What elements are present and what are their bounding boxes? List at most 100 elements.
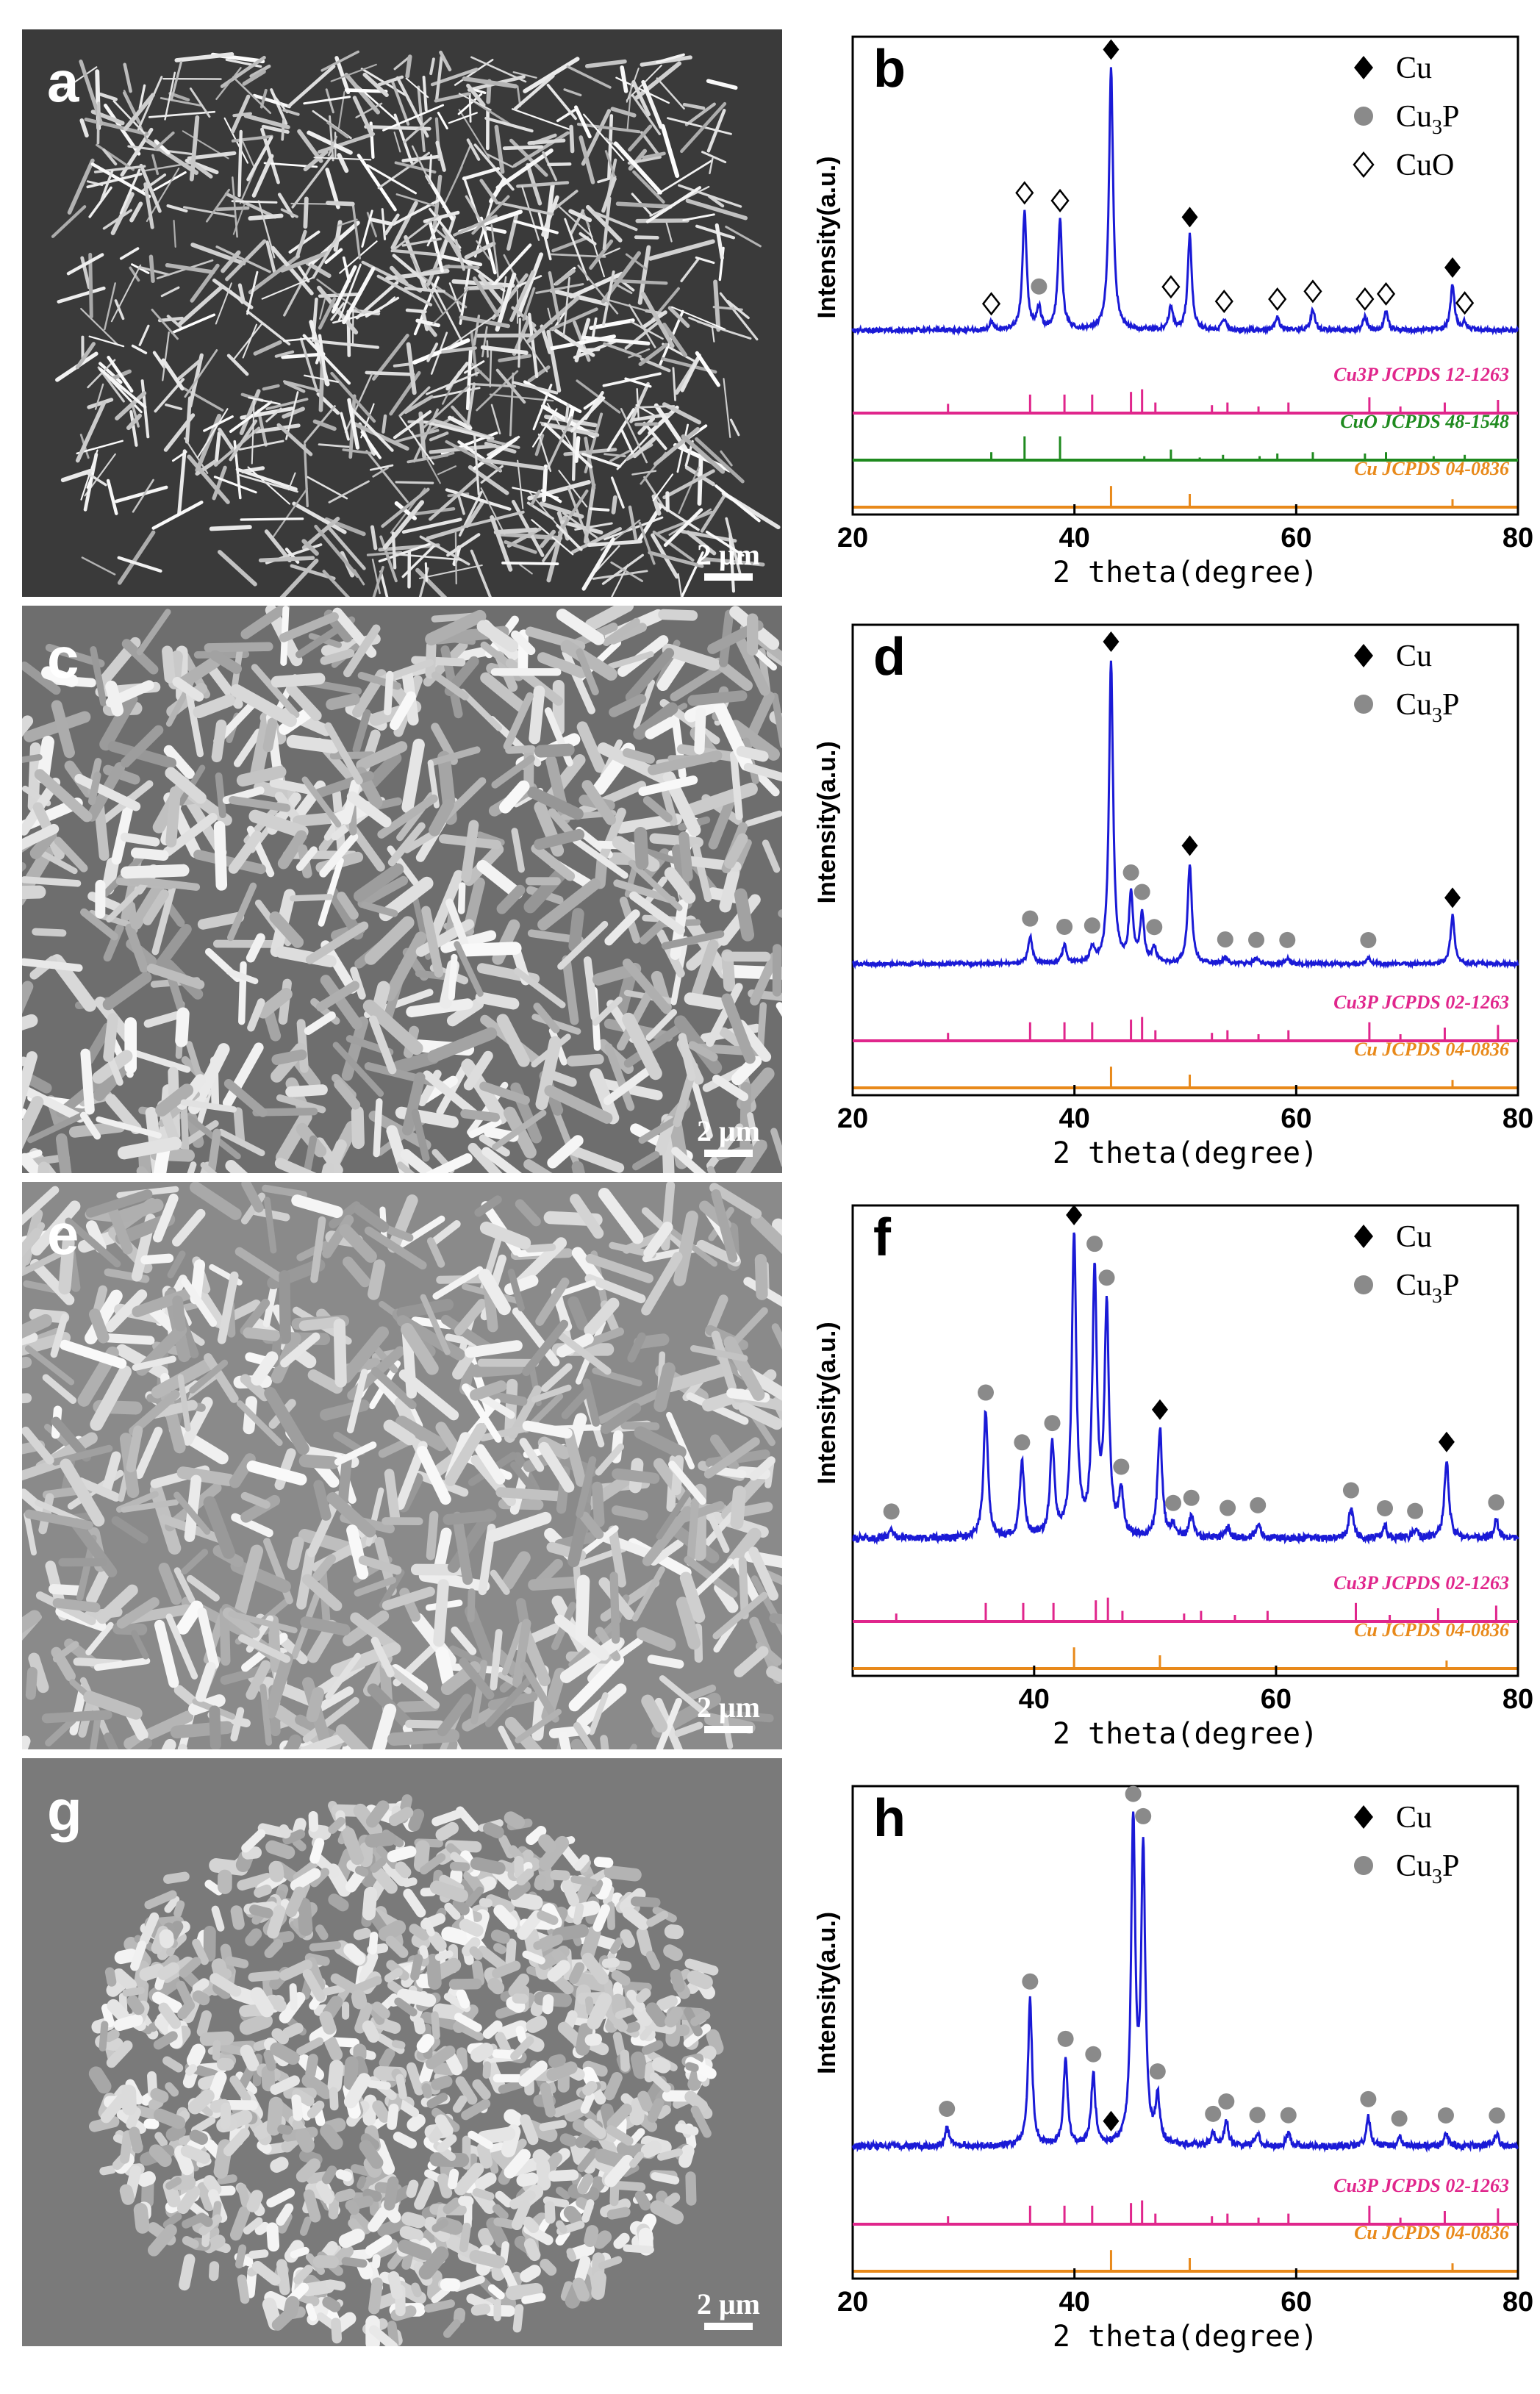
sem-grain [112, 1968, 137, 1991]
sem-grain [345, 2200, 360, 2215]
sem-needle [110, 264, 142, 323]
sem-rod [236, 765, 287, 787]
sem-grain [431, 2011, 440, 2040]
sem-rod [465, 1340, 523, 1358]
sem-needle [570, 396, 606, 433]
sem-needle [458, 93, 492, 111]
reference-label: Cu3P JCPDS 02-1263 [1333, 1572, 1509, 1594]
sem-needle [166, 315, 182, 329]
sem-grain [173, 1900, 185, 1918]
sem-needle [176, 358, 202, 382]
sem-needle [393, 362, 412, 368]
sem-rod [673, 1211, 698, 1286]
sem-needle [512, 71, 537, 79]
sem-rod [415, 970, 451, 981]
sem-grain [379, 2048, 395, 2068]
sem-rod [726, 1527, 762, 1569]
peak-marker-cu3p [1218, 2093, 1235, 2110]
sem-needle [319, 298, 326, 320]
sem-needle [152, 351, 166, 369]
sem-grain [678, 2144, 695, 2168]
sem-needle [240, 517, 304, 521]
x-tick-label: 80 [1503, 523, 1533, 553]
sem-needle [531, 519, 574, 556]
sem-rod [622, 958, 672, 1014]
sem-rod [671, 1147, 707, 1173]
sem-rod [379, 1569, 405, 1609]
sem-grain [100, 2093, 127, 2124]
sem-rod [197, 911, 245, 930]
sem-grain [504, 2148, 531, 2179]
sem-grain [179, 1957, 201, 1978]
sem-needle [412, 507, 456, 516]
sem-rod [434, 1527, 452, 1572]
sem-rod [551, 1106, 583, 1173]
sem-grain [550, 1869, 570, 1881]
sem-grain [264, 1939, 283, 1959]
sem-rod [176, 1466, 235, 1486]
sem-rod [300, 1616, 351, 1636]
sem-rod [203, 1496, 235, 1559]
sem-grain [582, 2080, 598, 2096]
sem-rod [638, 775, 698, 796]
legend-label: Cu [1396, 1801, 1432, 1835]
sem-needle [394, 553, 462, 561]
sem-rod [111, 795, 135, 865]
sem-rod [22, 1051, 38, 1111]
x-tick-label: 80 [1503, 1103, 1533, 1134]
sem-needle [64, 66, 98, 90]
sem-grain [443, 2319, 461, 2338]
sem-rod [584, 1274, 646, 1304]
sem-rod [495, 1487, 564, 1502]
sem-needle [652, 473, 674, 501]
sem-needle [557, 489, 589, 534]
xrd-pattern-line [851, 660, 1519, 970]
sem-needle [415, 318, 440, 328]
sem-rod [176, 656, 221, 690]
sem-needle [540, 422, 600, 437]
legend-marker-cu3p [1354, 107, 1373, 126]
sem-rod [181, 1549, 209, 1575]
sem-needle [148, 254, 155, 283]
sem-needle [667, 306, 690, 328]
sem-needle [680, 257, 700, 282]
peak-marker-cu3p [1133, 884, 1150, 900]
sem-rod [584, 1297, 620, 1336]
sem-rod [738, 1402, 782, 1430]
sem-needle [99, 92, 118, 101]
sem-grain [397, 1988, 437, 2007]
sem-needle [229, 290, 243, 304]
sem-grain [444, 1902, 461, 1920]
sem-needle [565, 403, 570, 423]
sem-rod [711, 1189, 738, 1263]
sem-rod [302, 1696, 359, 1743]
sem-needle [523, 57, 580, 93]
sem-needle [372, 565, 384, 597]
sem-needle [685, 198, 748, 221]
sem-rod [329, 1201, 361, 1229]
sem-rod [771, 1323, 782, 1350]
sem-rod [411, 656, 466, 667]
sem-needle [490, 404, 501, 434]
sem-rod [656, 1697, 682, 1749]
sem-needle [371, 559, 381, 595]
sem-grain [429, 1880, 468, 1903]
sem-needle [603, 342, 642, 358]
sem-grain [129, 2126, 143, 2154]
sem-rod [556, 609, 605, 645]
sem-needle [173, 219, 176, 248]
legend-marker-cu3p [1354, 1856, 1373, 1875]
sem-rod [371, 1703, 397, 1749]
sem-rod [96, 1584, 138, 1624]
sem-grain [542, 2196, 570, 2208]
sem-grain [456, 1989, 470, 2009]
sem-needle [648, 405, 679, 436]
sem-rod [291, 1194, 343, 1219]
sem-grain [401, 2212, 426, 2229]
sem-rod [476, 859, 523, 900]
sem-grain [293, 2265, 313, 2284]
sem-rod [692, 939, 719, 998]
sem-grain [584, 2225, 599, 2248]
xrd-chart-f: Cu3P JCPDS 02-1263 Cu JCPDS 04-0836 40 60 80… [794, 1176, 1540, 1757]
sem-rod [575, 1574, 590, 1643]
